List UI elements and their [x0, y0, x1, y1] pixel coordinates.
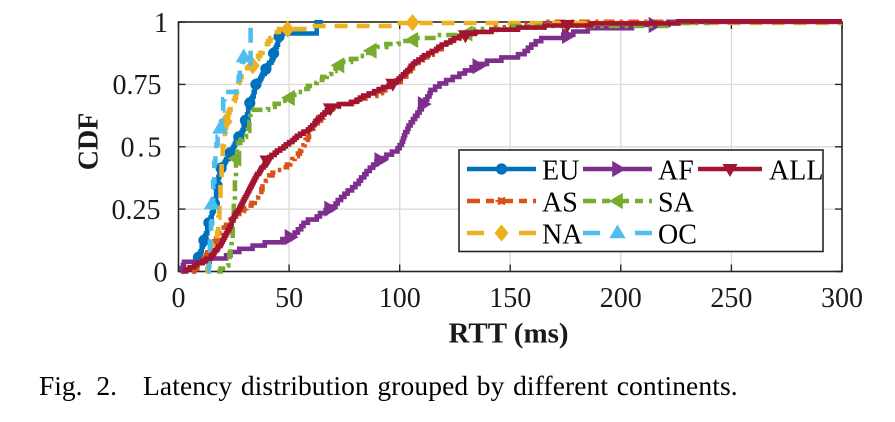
svg-text:AS: AS	[542, 187, 578, 218]
svg-text:NA: NA	[542, 219, 583, 250]
svg-text:0: 0	[172, 283, 186, 314]
svg-text:300: 300	[821, 283, 863, 314]
svg-text:Fig. 2.: Fig. 2.	[39, 370, 117, 401]
svg-text:0.5: 0.5	[121, 133, 165, 164]
svg-text:0: 0	[154, 257, 168, 288]
svg-text:CDF: CDF	[74, 113, 105, 171]
svg-text:OC: OC	[658, 219, 697, 250]
svg-text:ALL: ALL	[769, 155, 823, 186]
svg-text:SA: SA	[658, 187, 695, 218]
svg-text:50: 50	[275, 283, 303, 314]
svg-text:0.75: 0.75	[113, 70, 162, 101]
svg-text:EU: EU	[542, 155, 579, 186]
svg-text:Latency distribution grouped b: Latency distribution grouped by differen…	[143, 370, 738, 401]
svg-text:150: 150	[489, 283, 531, 314]
svg-text:1: 1	[154, 8, 168, 39]
svg-text:200: 200	[600, 283, 642, 314]
svg-text:AF: AF	[658, 155, 694, 186]
svg-text:100: 100	[379, 283, 421, 314]
svg-text:0.25: 0.25	[112, 195, 161, 226]
svg-text:RTT (ms): RTT (ms)	[448, 318, 568, 350]
svg-text:250: 250	[710, 283, 752, 314]
